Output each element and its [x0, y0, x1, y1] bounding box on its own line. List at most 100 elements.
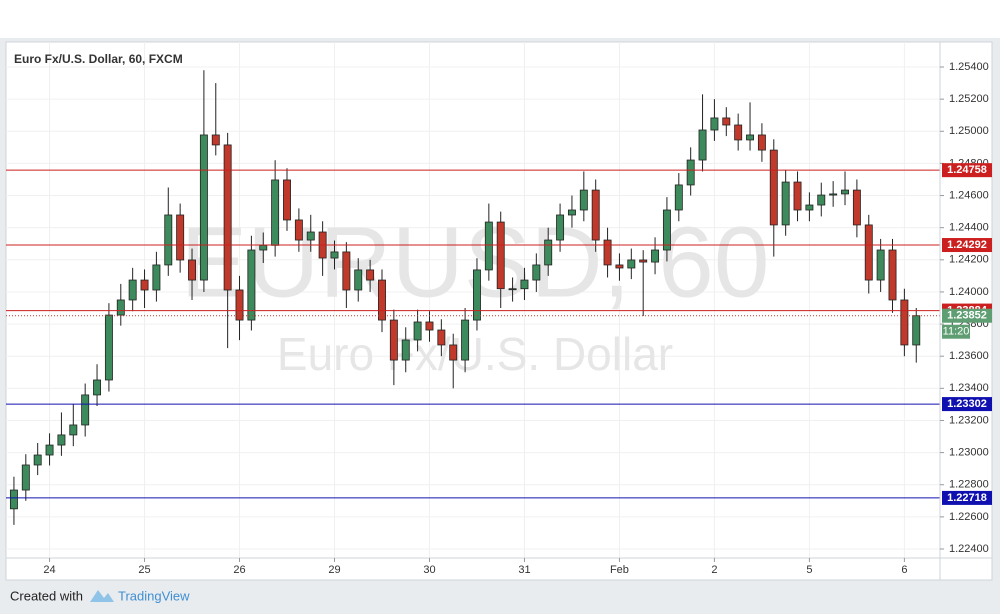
x-tick-label: 2: [711, 564, 717, 576]
footer-created: Created with: [10, 588, 83, 603]
x-tick-label: 24: [43, 564, 55, 576]
level-label-box: [942, 397, 992, 412]
candle-body: [9, 489, 18, 510]
candle-body: [93, 379, 102, 396]
candle-body: [793, 181, 802, 211]
x-tick-label: 29: [328, 564, 340, 576]
last-price-box: [942, 308, 992, 323]
candle-body: [734, 124, 743, 141]
candle-body: [57, 434, 66, 446]
candle-body: [128, 279, 137, 301]
y-tick-label: 1.24000: [949, 286, 989, 298]
candle-body: [140, 279, 149, 291]
candle-body: [401, 339, 410, 361]
candle-body: [651, 249, 660, 263]
y-tick-label: 1.23400: [949, 382, 989, 394]
candle-body: [449, 344, 458, 361]
footer-brand[interactable]: TradingView: [118, 588, 190, 603]
candle-body: [437, 329, 446, 346]
last-price-label: 1.23852: [947, 310, 987, 322]
candle-body: [306, 231, 315, 241]
candle-body: [556, 214, 565, 241]
y-tick-label: 1.24400: [949, 222, 989, 234]
candle-body: [639, 259, 648, 263]
candle-body: [176, 214, 185, 261]
y-tick-label: 1.22600: [949, 511, 989, 523]
grid-layer: [6, 42, 940, 558]
candle-body: [69, 424, 78, 436]
candle-body: [425, 321, 434, 331]
candle-body: [603, 239, 612, 266]
level-label: 1.24292: [947, 239, 987, 251]
candle-body: [116, 299, 125, 316]
candle-body: [579, 189, 588, 211]
axis-layer: 1.22400 1.22600 1.22800 1.23000 1.23200 1.234…: [43, 61, 992, 576]
level-label: 1.22718: [947, 492, 987, 504]
y-tick-label: 1.23200: [949, 414, 989, 426]
candle-body: [461, 319, 470, 361]
candle-body: [104, 314, 113, 381]
candle-body: [259, 244, 268, 251]
candle-body: [508, 288, 517, 291]
candle-body: [211, 134, 220, 146]
candle-body: [591, 189, 600, 241]
level-label-box: [942, 163, 992, 178]
candle-body: [674, 184, 683, 211]
brand-logo: [90, 590, 114, 602]
candle-body: [757, 134, 766, 151]
candle-body: [354, 269, 363, 291]
level-label-box: [942, 238, 992, 253]
x-tick-label: Feb: [610, 564, 629, 576]
candle-body: [841, 189, 849, 195]
y-tick-label: 1.25000: [949, 125, 989, 137]
x-tick-label: 6: [901, 564, 907, 576]
y-tick-label: 1.23600: [949, 350, 989, 362]
candle-body: [152, 264, 161, 291]
candle-body: [294, 219, 303, 241]
x-tick-label: 26: [233, 564, 245, 576]
candle-body: [520, 279, 529, 290]
candle-body: [389, 319, 398, 361]
candle-body: [627, 259, 636, 269]
candle-body: [33, 454, 42, 466]
candle-body: [484, 221, 493, 271]
candle-body: [769, 149, 778, 226]
y-tick-label: 1.23000: [949, 447, 989, 459]
candle-body: [912, 315, 921, 346]
marks-layer: [6, 70, 940, 525]
candle-body: [188, 259, 196, 281]
candle-body: [686, 159, 695, 186]
watermark-subtitle: Euro Fx/U.S. Dollar: [277, 328, 673, 380]
candle-body: [223, 144, 232, 291]
candle-body: [330, 251, 339, 259]
candle-body: [876, 249, 885, 281]
candle-body: [496, 221, 505, 290]
candle-body: [698, 129, 707, 161]
candle-body: [852, 189, 861, 226]
candle-body: [781, 181, 790, 226]
x-tick-label: 30: [423, 564, 435, 576]
candle-body: [247, 249, 256, 321]
candle-body: [164, 214, 173, 266]
candle-body: [342, 251, 351, 291]
chart-title: Euro Fx/U.S. Dollar, 60, FXCM: [14, 52, 183, 66]
candle-body: [271, 179, 280, 246]
level-label: 1.23302: [947, 398, 987, 410]
candle-body: [864, 224, 873, 281]
candle-body: [45, 444, 54, 456]
candle-body: [829, 193, 838, 196]
y-tick-label: 1.25200: [949, 93, 989, 105]
candle-body: [817, 194, 826, 206]
candle-body: [615, 264, 624, 269]
candle-body: [805, 204, 814, 211]
candle-body: [81, 394, 90, 426]
candle-body: [722, 117, 731, 126]
candle-body: [283, 179, 291, 221]
candle-body: [567, 209, 576, 216]
candle-body: [900, 299, 909, 346]
candle-body: [413, 321, 422, 341]
x-tick-label: 31: [518, 564, 530, 576]
candle-body: [888, 249, 897, 301]
